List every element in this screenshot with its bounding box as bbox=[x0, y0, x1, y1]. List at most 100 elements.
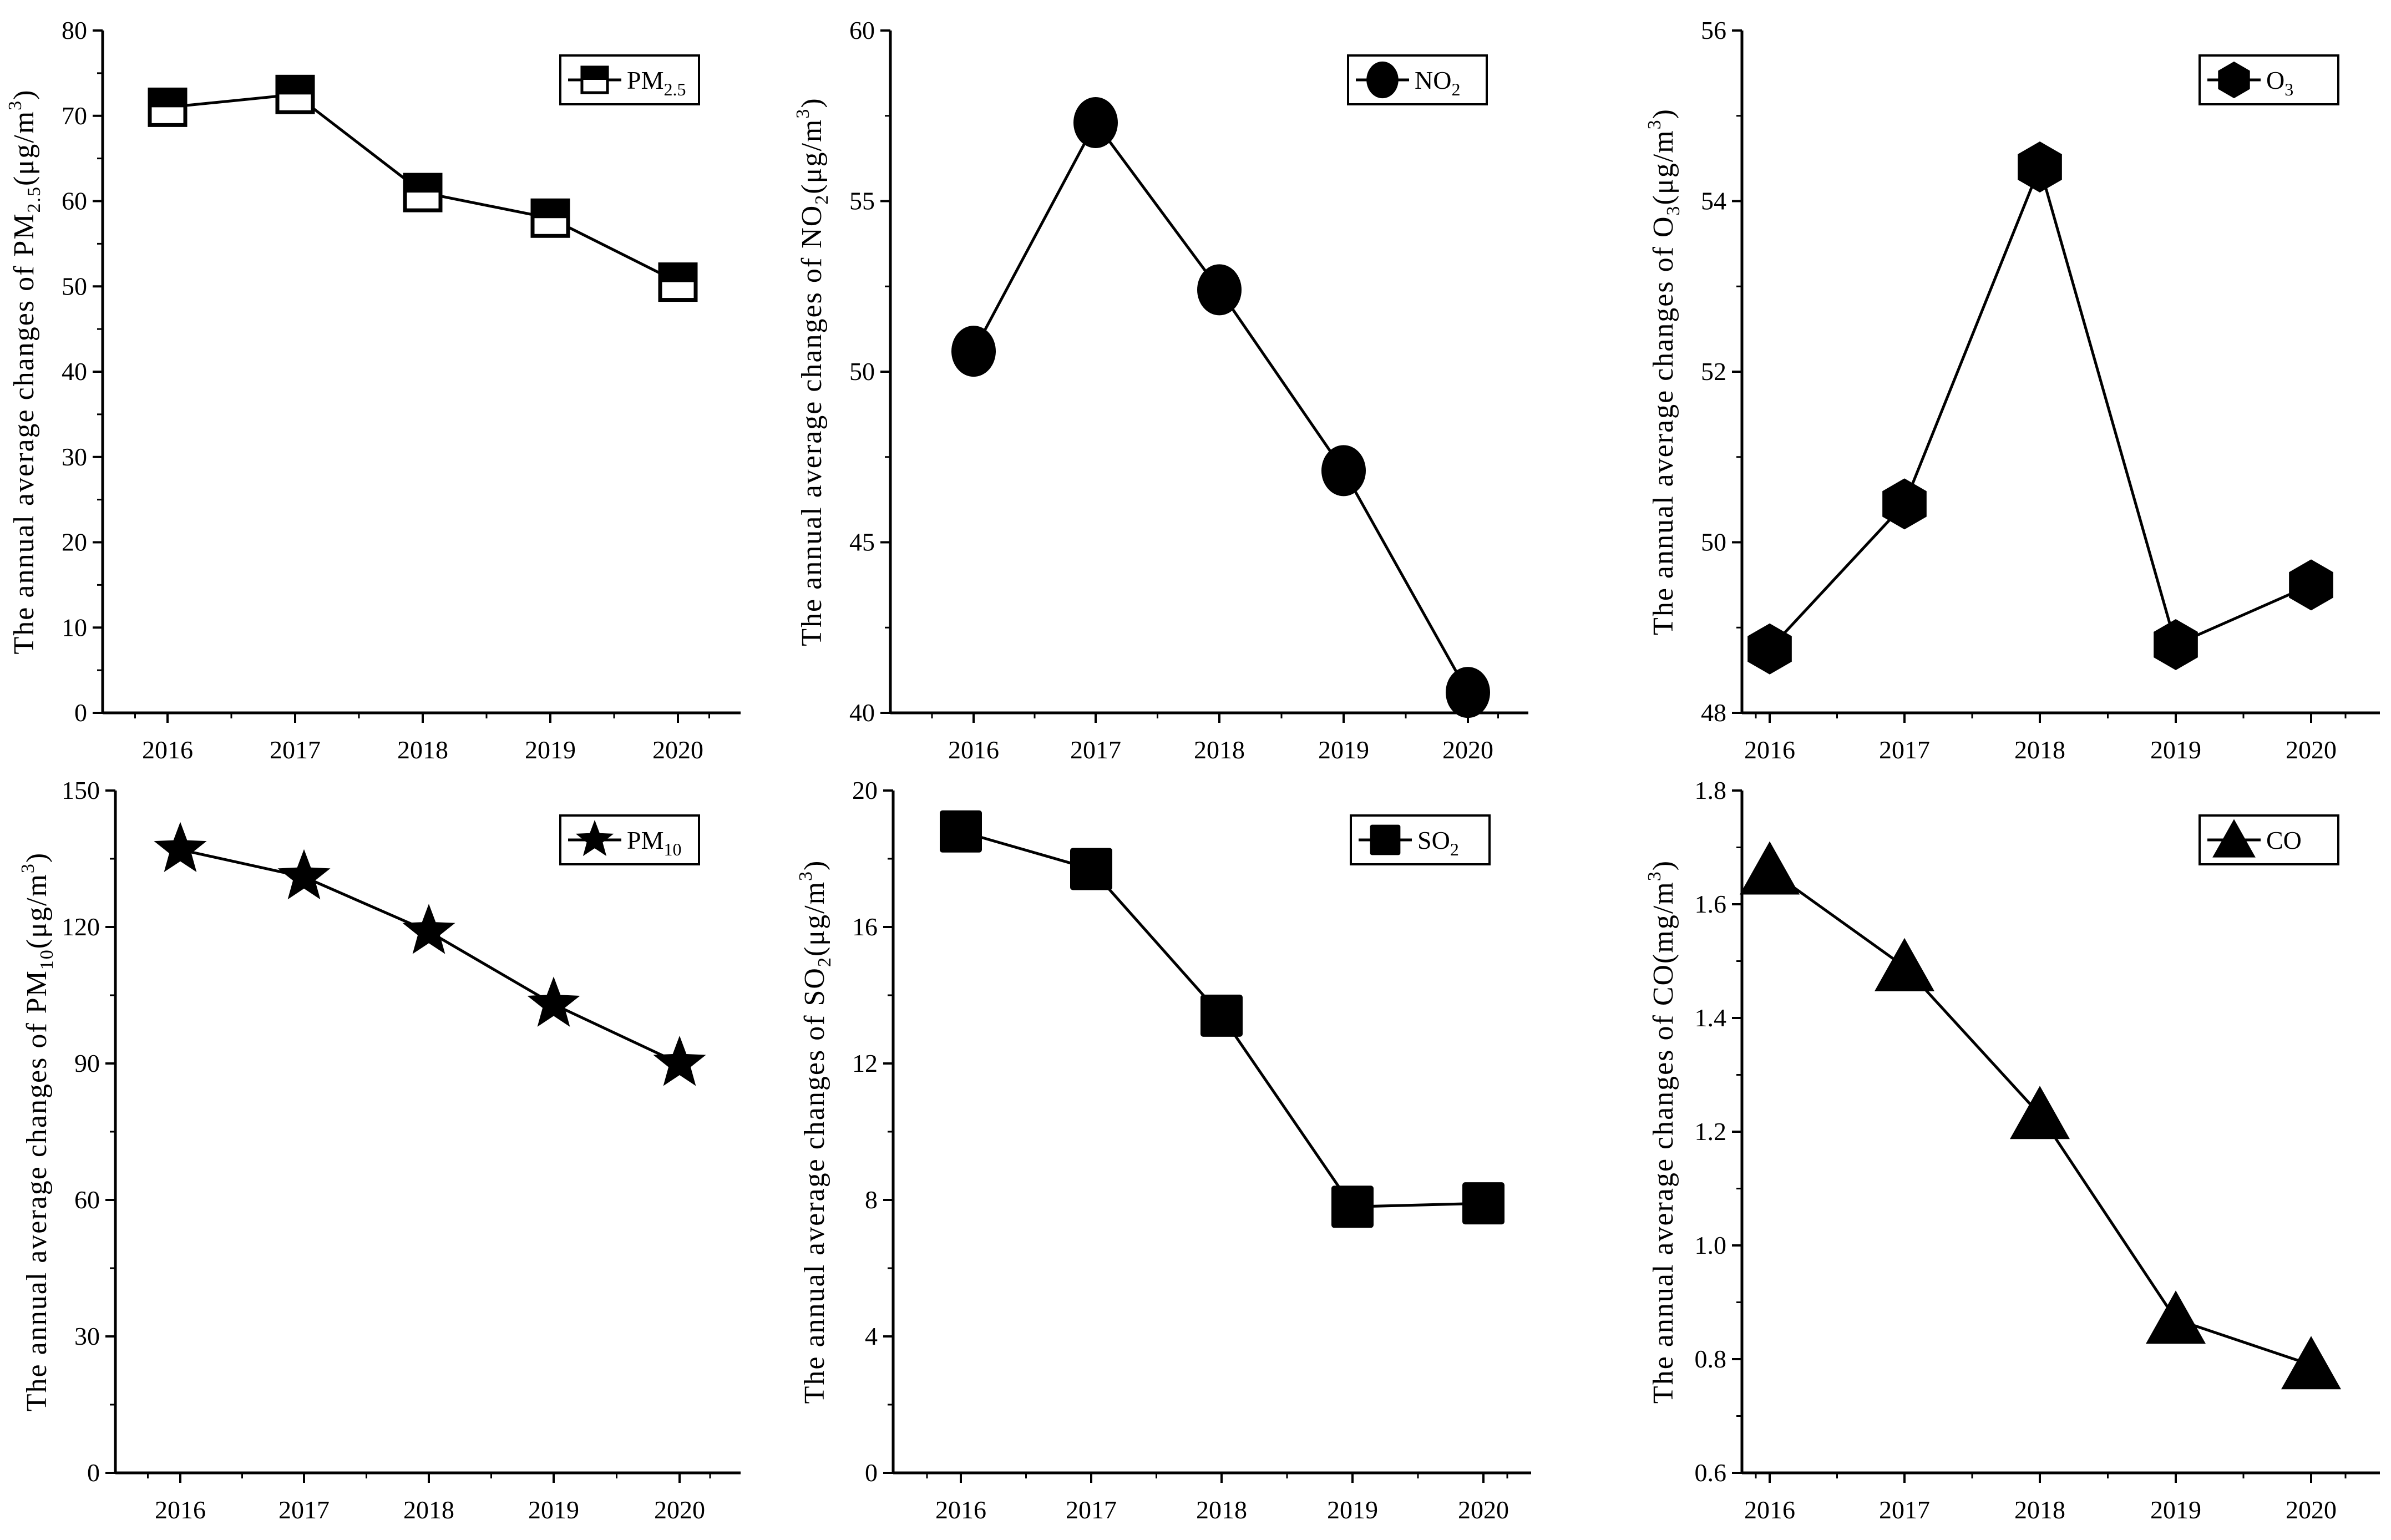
data-point-2017 bbox=[1875, 938, 1934, 991]
data-point-2020 bbox=[2289, 559, 2333, 611]
chart-panel-co: 0.6 0.8 1.0 1.2 1.4 1.6 1.8 2016 2017 2018 2019 202… bbox=[1644, 776, 2380, 1524]
data-point-2019 bbox=[1321, 445, 1366, 497]
data-point-2019-fill bbox=[533, 200, 568, 219]
y-tick-label: 30 bbox=[62, 443, 87, 471]
legend-marker bbox=[575, 820, 614, 857]
x-tick-label: 2019 bbox=[1327, 1496, 1378, 1524]
chart-panel-so2: 0 4 8 12 16 20 2016 2017 2018 2019 2020 The annual … bbox=[796, 776, 1531, 1524]
legend-box bbox=[2198, 54, 2339, 105]
data-point-2019 bbox=[2154, 619, 2198, 670]
data-point-2018 bbox=[2018, 141, 2062, 192]
y-tick-label: 120 bbox=[62, 913, 100, 941]
y-tick-label: 54 bbox=[1701, 187, 1726, 215]
y-tick-label: 56 bbox=[1701, 16, 1726, 44]
y-axis-title: The annual average changes of PM10(μg/m3… bbox=[18, 852, 57, 1411]
data-point-2018 bbox=[402, 904, 455, 954]
data-point-2020 bbox=[2281, 1336, 2341, 1390]
data-point-2016 bbox=[154, 822, 207, 873]
legend-marker-fill bbox=[581, 67, 608, 80]
y-axis-title: The annual average changes of PM2.5(μg/m… bbox=[5, 89, 44, 655]
x-tick-label: 2016 bbox=[1744, 736, 1795, 764]
x-tick-label: 2020 bbox=[654, 1496, 705, 1524]
data-point-2019 bbox=[1331, 1186, 1374, 1228]
legend-marker-group bbox=[2212, 819, 2256, 858]
legend-marker bbox=[1370, 824, 1401, 855]
legend-label: PM2.5 bbox=[627, 66, 686, 99]
legend-marker bbox=[2218, 61, 2250, 99]
series-line bbox=[972, 120, 1470, 693]
y-tick-label: 1.6 bbox=[1695, 890, 1727, 918]
data-point-2018 bbox=[2010, 1086, 2070, 1139]
x-tick-label: 2020 bbox=[652, 736, 703, 764]
y-tick-label: 12 bbox=[852, 1049, 878, 1077]
data-point-2017 bbox=[1073, 97, 1118, 149]
y-tick-label: 60 bbox=[849, 16, 875, 44]
x-tick-label: 2017 bbox=[1070, 736, 1121, 764]
x-tick-label: 2019 bbox=[1318, 736, 1369, 764]
y-tick-label: 20 bbox=[62, 528, 87, 556]
chart-panel-no2: 40 45 50 55 60 2016 2017 2018 2019 2020 The annual… bbox=[793, 16, 1528, 764]
x-tick-label: 2019 bbox=[2150, 736, 2201, 764]
legend-label: PM10 bbox=[627, 826, 681, 859]
x-tick-label: 2016 bbox=[935, 1496, 986, 1524]
x-tick-label: 2020 bbox=[1442, 736, 1493, 764]
data-point-2019 bbox=[2146, 1290, 2206, 1344]
y-axis-title: The annual average changes of NO2(μg/m3) bbox=[793, 97, 832, 646]
x-tick-label: 2017 bbox=[1066, 1496, 1117, 1524]
legend-label: NO2 bbox=[1415, 66, 1460, 99]
x-tick-label: 2018 bbox=[397, 736, 448, 764]
y-tick-label: 60 bbox=[74, 1186, 100, 1214]
y-tick-label: 1.0 bbox=[1695, 1231, 1727, 1259]
x-tick-label: 2016 bbox=[1744, 1496, 1795, 1524]
x-tick-label: 2020 bbox=[2286, 736, 2337, 764]
y-tick-label: 40 bbox=[849, 698, 875, 727]
x-tick-label: 2020 bbox=[1458, 1496, 1509, 1524]
data-point-2017 bbox=[1070, 848, 1112, 890]
data-point-2016 bbox=[951, 326, 996, 377]
legend-marker-group bbox=[575, 820, 614, 857]
y-tick-label: 60 bbox=[62, 187, 87, 215]
chart-panel-pm2.5: 0 10 20 30 40 50 60 70 80 2016 2017 2018 2019 2020 The… bbox=[5, 16, 741, 764]
y-tick-label: 48 bbox=[1701, 698, 1726, 727]
x-tick-label: 2016 bbox=[155, 1496, 206, 1524]
y-tick-label: 0 bbox=[74, 698, 87, 727]
y-tick-label: 1.4 bbox=[1695, 1004, 1727, 1032]
data-point-2016 bbox=[940, 810, 982, 853]
y-tick-label: 52 bbox=[1701, 357, 1726, 386]
y-tick-label: 1.2 bbox=[1695, 1117, 1727, 1146]
data-point-2018 bbox=[1197, 264, 1242, 316]
y-tick-label: 150 bbox=[62, 776, 100, 804]
series-line bbox=[180, 848, 681, 1065]
y-tick-label: 4 bbox=[865, 1322, 878, 1350]
y-tick-label: 8 bbox=[865, 1186, 878, 1214]
y-tick-label: 45 bbox=[849, 528, 875, 556]
y-tick-label: 50 bbox=[62, 272, 87, 300]
x-tick-label: 2016 bbox=[142, 736, 193, 764]
data-point-2016-fill bbox=[150, 89, 185, 108]
data-point-2016 bbox=[1740, 841, 1800, 895]
y-axis-title: The annual average changes of O3(μg/m3) bbox=[1644, 108, 1684, 635]
data-point-2018 bbox=[1200, 994, 1243, 1037]
data-point-2016 bbox=[1747, 623, 1792, 675]
legend-marker bbox=[1366, 61, 1399, 99]
legend-marker-group bbox=[1370, 824, 1401, 855]
series-line bbox=[1769, 163, 2312, 650]
x-tick-label: 2019 bbox=[2150, 1496, 2201, 1524]
legend-label: SO2 bbox=[1417, 826, 1459, 859]
x-tick-label: 2019 bbox=[525, 736, 576, 764]
y-tick-label: 80 bbox=[62, 16, 87, 44]
y-tick-label: 20 bbox=[852, 776, 878, 804]
data-point-2020 bbox=[1462, 1182, 1504, 1225]
legend-marker-group bbox=[2218, 61, 2250, 99]
x-tick-label: 2017 bbox=[278, 1496, 330, 1524]
y-tick-label: 10 bbox=[62, 613, 87, 641]
x-tick-label: 2017 bbox=[1879, 736, 1930, 764]
x-tick-label: 2016 bbox=[948, 736, 999, 764]
data-point-2019 bbox=[527, 976, 580, 1027]
y-tick-label: 0 bbox=[87, 1458, 100, 1487]
y-tick-label: 0.8 bbox=[1695, 1345, 1727, 1373]
legend-label: O3 bbox=[2266, 66, 2293, 99]
y-axis-title: The annual average changes of CO(mg/m3) bbox=[1644, 860, 1679, 1404]
data-point-2020-fill bbox=[660, 264, 696, 282]
chart-panel-pm10: 0 30 60 90 120 150 2016 2017 2018 2019 2020 The ann… bbox=[18, 776, 741, 1524]
